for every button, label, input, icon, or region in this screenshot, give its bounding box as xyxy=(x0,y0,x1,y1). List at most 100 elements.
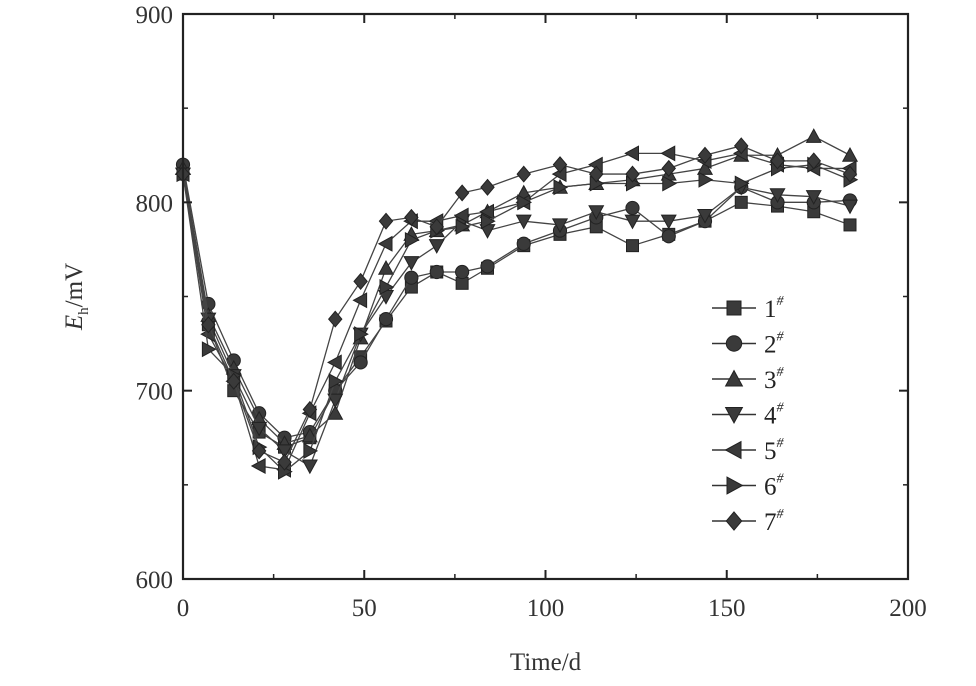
data-point xyxy=(517,194,532,211)
data-point xyxy=(378,212,394,230)
data-point xyxy=(302,400,318,419)
data-point xyxy=(378,312,394,327)
data-point xyxy=(516,165,532,183)
data-point xyxy=(698,171,714,188)
data-point xyxy=(250,457,266,475)
data-point xyxy=(226,372,242,390)
y-axis-title-subscript: h xyxy=(76,307,92,315)
legend-marker-circle xyxy=(725,335,743,352)
data-point xyxy=(516,236,531,251)
data-point xyxy=(660,214,677,230)
data-point xyxy=(429,218,445,236)
series-line-4 xyxy=(182,173,851,467)
data-point xyxy=(455,264,470,280)
data-point xyxy=(454,184,470,202)
data-point xyxy=(352,292,368,309)
legend-marker-square xyxy=(726,300,742,316)
data-point xyxy=(251,442,267,460)
data-point xyxy=(353,355,368,370)
data-point xyxy=(327,354,342,371)
legend-label: 4# xyxy=(764,401,785,430)
data-point xyxy=(624,145,639,162)
data-point xyxy=(479,203,494,220)
data-point xyxy=(301,459,318,475)
data-point xyxy=(553,179,569,196)
data-point xyxy=(843,218,857,232)
legend-label-sup: # xyxy=(777,472,785,487)
data-point xyxy=(480,259,495,274)
legend-item-3: 3# xyxy=(712,365,785,394)
legend-marker-triangle-up xyxy=(724,369,744,387)
data-point xyxy=(515,214,532,230)
data-point xyxy=(251,421,268,437)
y-tick-label: 900 xyxy=(136,2,174,29)
legend-label: 5# xyxy=(764,436,785,465)
legend-marker-triangle-right xyxy=(726,476,744,495)
legend-label-name: 6 xyxy=(764,474,777,501)
data-point xyxy=(841,199,859,215)
data-point xyxy=(354,326,369,343)
data-point xyxy=(661,229,676,244)
data-point xyxy=(327,405,344,420)
data-point xyxy=(805,128,822,143)
data-point xyxy=(734,195,748,209)
y-tick-label: 800 xyxy=(136,190,174,217)
legend-marker-triangle-left xyxy=(724,440,742,460)
x-tick-label: 150 xyxy=(708,595,746,622)
legend-marker-diamond xyxy=(725,511,743,531)
y-axis-title-unit: /mV xyxy=(61,263,88,307)
legend-label-name: 4 xyxy=(764,403,777,430)
y-axis-title-symbol: E xyxy=(61,315,88,331)
data-point xyxy=(327,393,344,409)
series-line-5 xyxy=(182,152,850,471)
data-point xyxy=(328,373,344,390)
data-point xyxy=(660,145,676,162)
legend-item-4: 4# xyxy=(712,401,785,430)
data-point xyxy=(403,256,420,271)
legend-item-6: 6# xyxy=(712,472,785,501)
y-tick-label: 700 xyxy=(136,379,174,406)
data-point xyxy=(805,190,822,205)
data-point xyxy=(455,218,471,235)
data-point xyxy=(377,235,393,252)
data-point xyxy=(404,208,419,226)
legend-label: 1# xyxy=(764,294,785,323)
data-point xyxy=(404,231,420,249)
data-point xyxy=(428,239,445,254)
data-point xyxy=(201,316,216,334)
legend-item-5: 5# xyxy=(712,436,785,465)
x-axis-title: Time/d xyxy=(510,649,582,676)
data-point xyxy=(277,453,292,471)
data-point xyxy=(201,341,217,358)
legend-label: 6# xyxy=(764,472,785,501)
legend-label-sup: # xyxy=(777,436,785,451)
legend-label-sup: # xyxy=(777,294,785,309)
axes: 0 50 100 150 200 600 700 800 900 Time/d Eh/mV xyxy=(61,2,927,676)
data-point xyxy=(327,310,343,328)
data-point xyxy=(429,264,444,280)
legend-label-sup: # xyxy=(777,401,785,416)
data-point xyxy=(624,214,641,230)
legend-label-name: 3 xyxy=(764,367,777,394)
data-point xyxy=(697,146,713,164)
data-point xyxy=(455,276,469,290)
data-point xyxy=(662,175,677,192)
series-6 xyxy=(176,156,859,480)
legend-item-2: 2# xyxy=(712,330,785,359)
legend-label-name: 5 xyxy=(764,438,777,465)
data-point xyxy=(379,279,395,296)
y-tick-label: 600 xyxy=(136,567,174,594)
legend-marker-triangle-down xyxy=(724,407,744,424)
legend-label: 3# xyxy=(764,365,785,394)
data-point xyxy=(626,239,639,253)
data-point xyxy=(841,147,859,162)
data-point xyxy=(842,165,858,183)
legend-label-name: 1 xyxy=(764,296,777,323)
data-point xyxy=(276,444,293,460)
x-tick-label: 200 xyxy=(889,595,927,622)
data-point xyxy=(453,207,469,224)
legend-label: 7# xyxy=(764,507,785,536)
data-point xyxy=(625,200,640,216)
x-tick-label: 100 xyxy=(527,595,565,622)
